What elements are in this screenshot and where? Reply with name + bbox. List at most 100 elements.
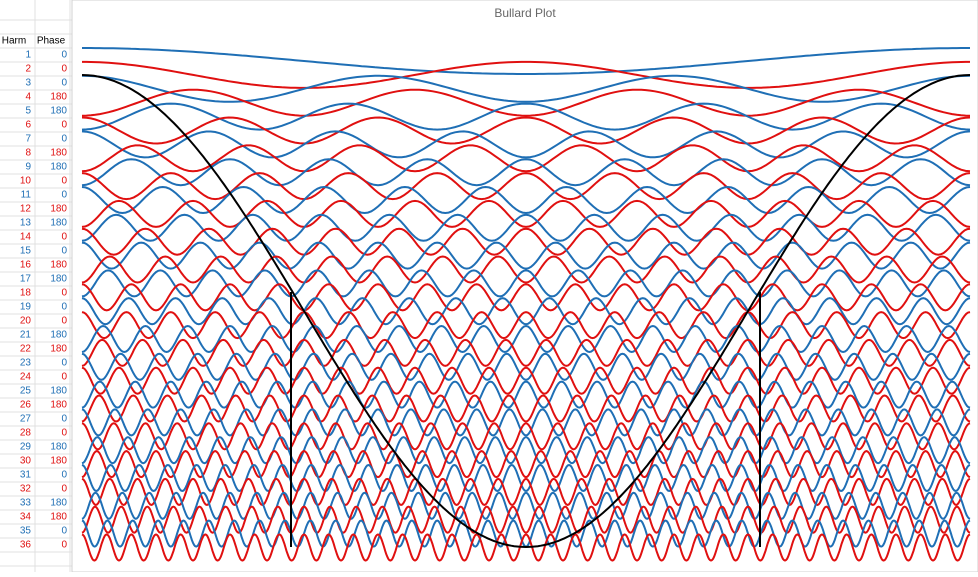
harm-cell: 23 [20,358,32,369]
phase-cell: 180 [50,92,67,103]
harm-cell: 21 [20,330,32,341]
phase-cell: 180 [50,260,67,271]
harmonic-wave [81,422,971,451]
phase-cell: 0 [61,358,67,369]
harmonic-wave [81,199,971,228]
phase-cell: 180 [50,442,67,453]
harmonic-wave [81,255,971,284]
harm-cell: 18 [20,288,32,299]
harmonic-wave [81,283,971,312]
phase-cell: 0 [61,190,67,201]
harmonic-wave [81,213,971,242]
phase-cell: 0 [61,540,67,551]
harm-cell: 13 [20,218,32,229]
phase-cell: 180 [50,400,67,411]
harm-cell: 1 [25,50,31,61]
phase-cell: 180 [50,106,67,117]
phase-cell: 0 [61,64,67,75]
harmonic-wave [81,338,971,367]
column-header: Phase [37,36,66,47]
harmonic-wave [81,533,971,562]
harmonic-wave [82,60,970,89]
chart-title: Bullard Plot [494,6,556,20]
phase-cell: 0 [61,50,67,61]
harm-cell: 8 [25,148,31,159]
harm-cell: 2 [25,64,31,75]
harm-cell: 3 [25,78,31,89]
harm-cell: 9 [25,162,31,173]
phase-cell: 0 [61,78,67,89]
harm-cell: 26 [20,400,32,411]
phase-cell: 180 [50,274,67,285]
harmonic-wave [81,144,971,173]
harmonic-wave [81,227,971,256]
harmonic-wave [81,505,971,534]
harm-cell: 19 [20,302,32,313]
harm-cell: 24 [20,372,32,383]
phase-cell: 0 [61,316,67,327]
harmonic-wave [81,130,971,159]
phase-cell: 0 [61,526,67,537]
harmonic-wave [81,352,971,381]
phase-cell: 0 [61,134,67,145]
phase-cell: 180 [50,498,67,509]
harmonic-wave [81,324,971,354]
sum-wave [81,74,971,549]
phase-cell: 0 [61,302,67,313]
harm-cell: 22 [20,344,32,355]
harm-cell: 5 [25,106,31,117]
harm-cell: 30 [20,456,32,467]
harmonic-wave [81,477,971,506]
harmonic-wave [81,366,971,395]
harmonic-wave [81,436,971,465]
phase-cell: 180 [50,456,67,467]
harm-cell: 7 [25,134,31,145]
harmonic-wave [81,394,971,423]
harm-cell: 4 [25,92,31,103]
phase-cell: 0 [61,246,67,257]
harm-cell: 31 [20,470,32,481]
harm-cell: 28 [20,428,32,439]
harm-cell: 29 [20,442,32,453]
harmonic-wave [81,408,971,437]
harm-cell: 15 [20,246,32,257]
phase-cell: 0 [61,414,67,425]
harmonic-wave [81,116,971,145]
phase-cell: 0 [61,120,67,131]
harm-cell: 35 [20,526,32,537]
harm-cell: 34 [20,512,32,523]
harmonic-wave [81,297,971,326]
phase-cell: 0 [61,372,67,383]
harmonic-wave [81,450,971,479]
harmonic-wave [81,241,971,270]
harm-cell: 10 [20,176,32,187]
harmonic-wave [81,74,971,103]
harm-cell: 33 [20,498,32,509]
harmonic-wave [81,491,971,520]
harmonic-wave [81,463,971,493]
harm-cell: 14 [20,232,32,243]
phase-cell: 0 [61,232,67,243]
phase-cell: 0 [61,470,67,481]
phase-cell: 180 [50,204,67,215]
harmonic-wave [81,311,971,340]
phase-cell: 180 [50,148,67,159]
harm-cell: 32 [20,484,32,495]
harmonic-wave [81,269,971,298]
harmonic-wave [81,88,971,117]
harmonic-wave [82,47,970,75]
phase-cell: 0 [61,288,67,299]
phase-cell: 180 [50,162,67,173]
harm-cell: 11 [21,190,32,201]
harm-cell: 6 [25,120,31,131]
phase-cell: 180 [50,344,67,355]
phase-cell: 180 [50,512,67,523]
phase-cell: 0 [61,484,67,495]
harm-cell: 17 [20,274,32,285]
sheet-grid [0,0,72,572]
phase-cell: 0 [61,428,67,439]
harm-cell: 25 [20,386,32,397]
harm-cell: 20 [20,316,32,327]
